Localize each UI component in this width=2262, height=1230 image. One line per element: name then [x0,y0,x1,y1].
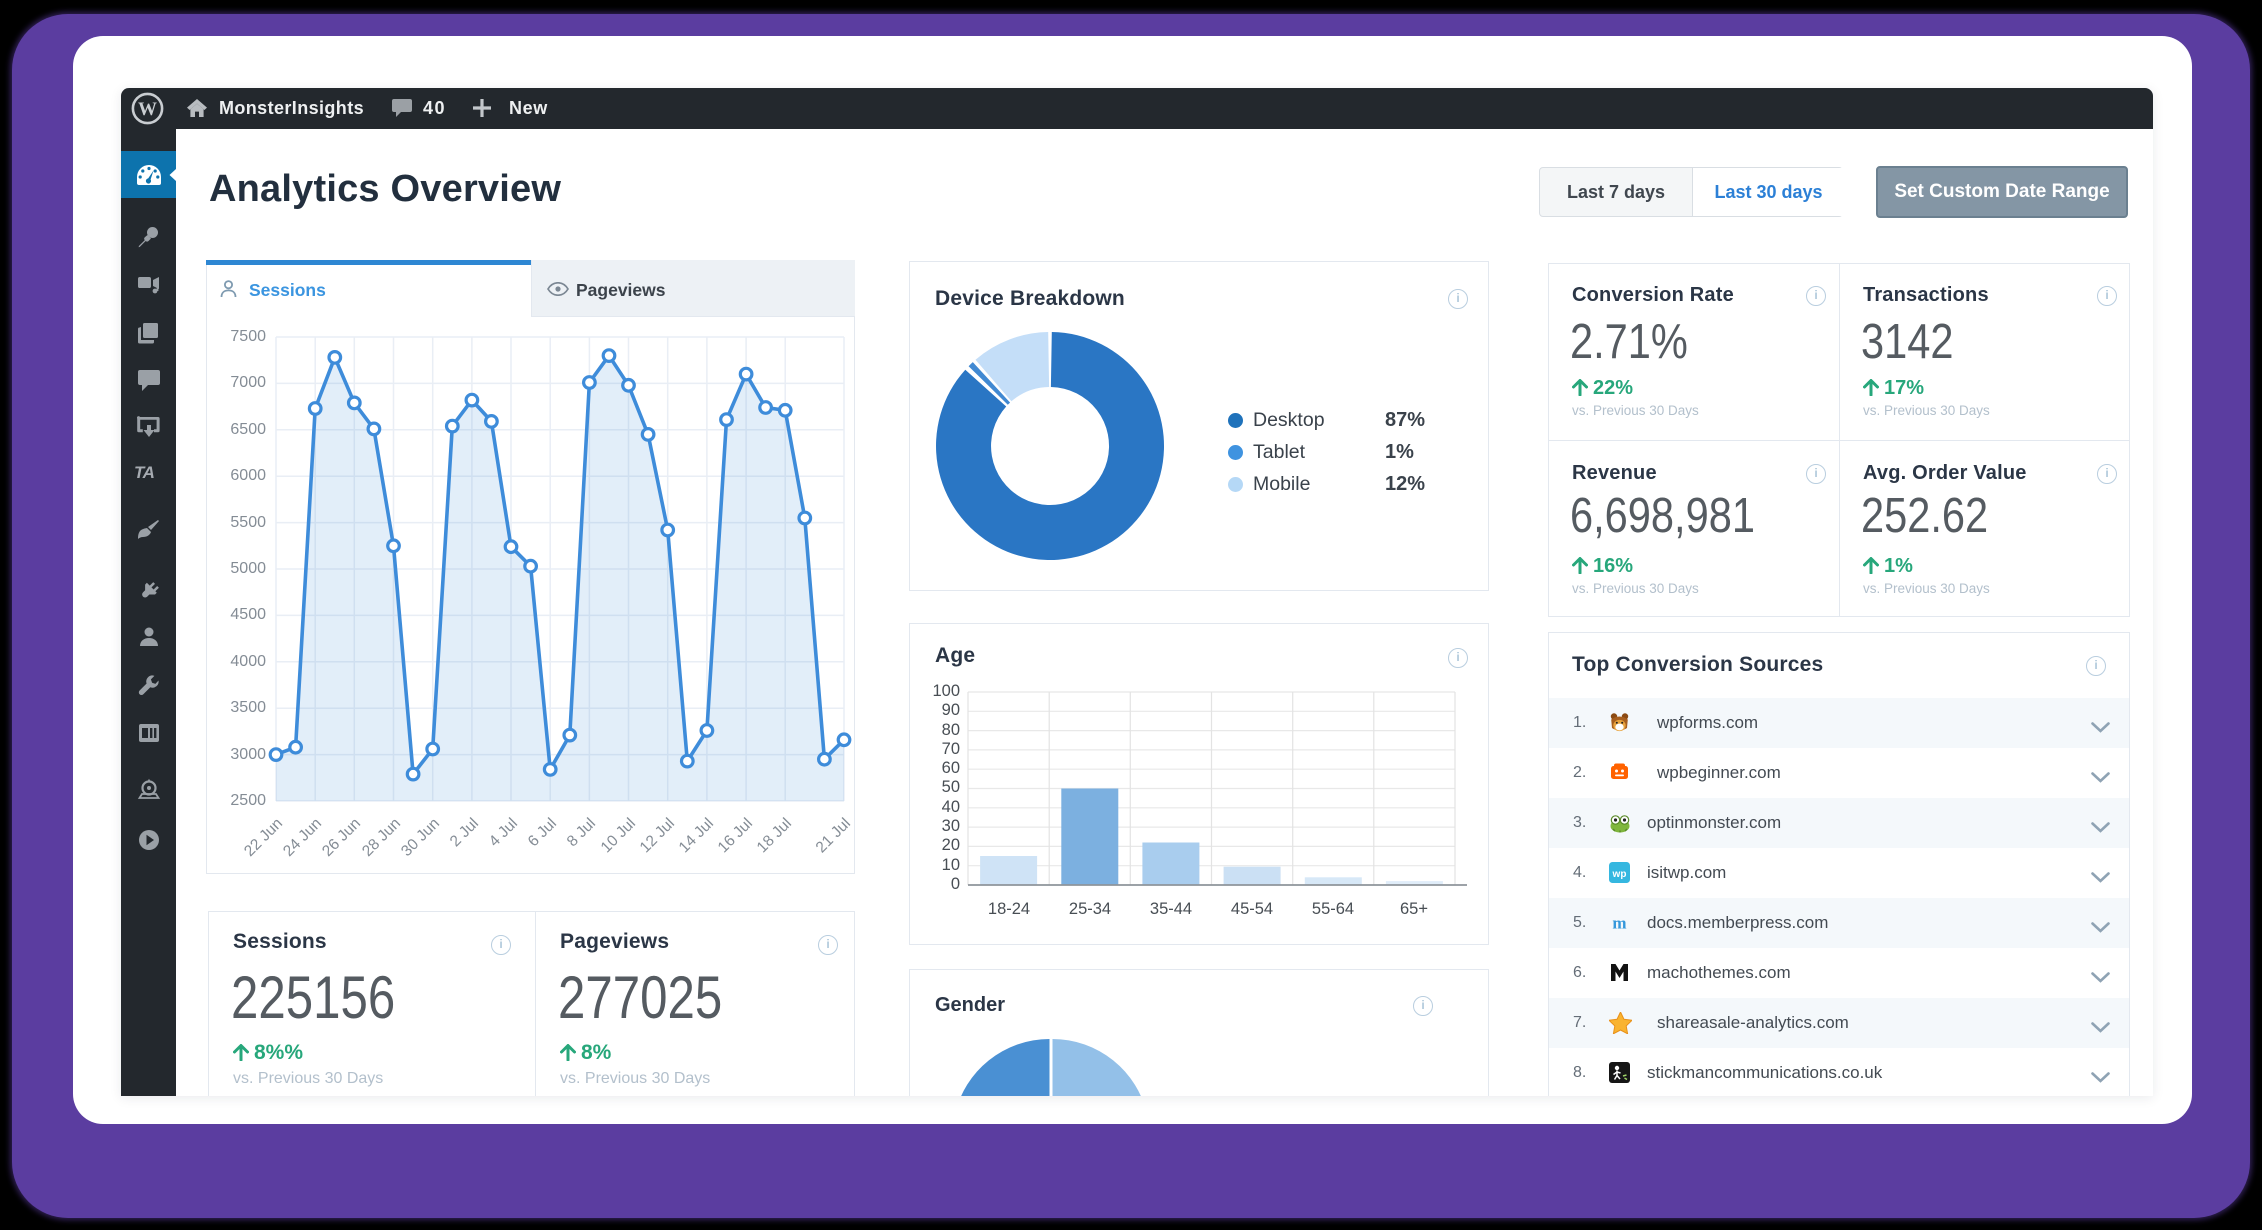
svg-text:m: m [1612,914,1626,933]
svg-text:W: W [138,99,157,120]
svg-text:wp: wp [1612,869,1627,880]
